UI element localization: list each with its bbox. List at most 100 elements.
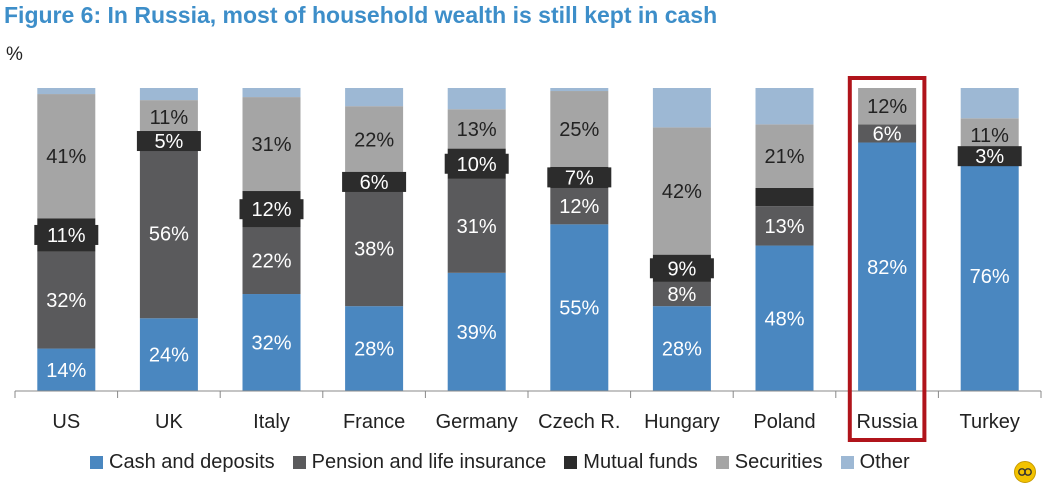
label-box-hungary-mutual-funds: [649, 258, 714, 279]
bar-segment-italy-other: [242, 88, 301, 98]
legend-swatch-pension-and-life-insurance: [292, 455, 306, 469]
legend-swatch-securities: [715, 455, 729, 469]
bar-segment-italy-cash-and-deposits: [242, 294, 301, 391]
data-label-uk-mutual-funds: 5%: [154, 131, 183, 153]
bar-segment-italy-securities: [242, 97, 301, 192]
data-label-france-pension-and-life-insurance: 38%: [354, 239, 394, 261]
data-label-italy-securities: 31%: [251, 134, 291, 156]
data-label-turkey-mutual-funds: 3%: [975, 146, 1004, 168]
data-label-us-pension-and-life-insurance: 32%: [46, 290, 86, 312]
data-label-us-cash-and-deposits: 14%: [46, 360, 86, 382]
legend-label-cash-and-deposits: Cash and deposits: [109, 450, 275, 473]
y-axis-label: %: [6, 44, 23, 65]
bar-segment-czech-r-other: [550, 88, 609, 92]
data-label-hungary-cash-and-deposits: 28%: [662, 339, 702, 361]
x-tick-label-italy: Italy: [253, 411, 290, 433]
data-label-russia-pension-and-life-insurance: 6%: [873, 123, 902, 145]
bar-segment-hungary-pension-and-life-insurance: [652, 281, 711, 307]
legend-item-securities: Securities: [715, 450, 823, 474]
bar-segment-france-other: [345, 88, 404, 107]
legend-swatch-cash-and-deposits: [90, 455, 103, 469]
bar-segment-poland-other: [755, 88, 814, 125]
x-tick-label-poland: Poland: [753, 411, 815, 433]
bar-segment-russia-securities: [858, 88, 917, 125]
bar-segment-france-securities: [345, 106, 404, 173]
data-label-uk-securities: 11%: [150, 107, 189, 129]
label-box-france-mutual-funds: [342, 171, 407, 192]
bar-segment-france-cash-and-deposits: [345, 306, 404, 391]
legend-item-other: Other: [840, 450, 910, 474]
x-tick-label-czech-r: Czech R.: [538, 411, 620, 433]
bar-segment-uk-other: [139, 88, 198, 101]
data-label-us-mutual-funds: 11%: [47, 225, 86, 247]
data-label-poland-securities: 21%: [764, 146, 804, 168]
data-label-russia-securities: 12%: [867, 96, 907, 118]
label-box-uk-mutual-funds: [136, 131, 201, 152]
bar-segment-poland-mutual-funds: [755, 187, 814, 207]
data-label-hungary-pension-and-life-insurance: 8%: [667, 284, 696, 306]
data-label-france-cash-and-deposits: 28%: [354, 339, 394, 361]
highlight-box-russia: [847, 76, 927, 442]
label-box-czech-r-mutual-funds: [547, 167, 612, 188]
legend-item-mutual-funds: Mutual funds: [564, 451, 698, 474]
highlight-layer: [847, 76, 927, 442]
bar-segment-hungary-other: [652, 88, 711, 128]
legend-item-cash-and-deposits: Cash and deposits: [90, 451, 275, 474]
bar-segment-us-securities: [37, 94, 96, 219]
legend-label-securities: Securities: [734, 450, 823, 473]
data-label-turkey-securities: 11%: [970, 125, 1009, 147]
data-label-italy-mutual-funds: 12%: [251, 199, 291, 221]
bar-segment-us-other: [37, 88, 96, 95]
bar-segment-us-pension-and-life-insurance: [37, 251, 96, 349]
bar-segment-uk-securities: [139, 100, 198, 134]
x-axis: US UK Italy France Germany Czech R. Hungary Pol…: [14, 390, 1042, 433]
label-box-italy-mutual-funds: [239, 199, 304, 220]
bar-segment-us-cash-and-deposits: [37, 348, 96, 391]
x-tick-label-france: France: [343, 411, 405, 433]
bar-segment-germany-securities: [447, 109, 506, 149]
bar-segment-germany-other: [447, 88, 506, 110]
bar-segment-czech-r-cash-and-deposits: [550, 224, 609, 391]
data-label-germany-cash-and-deposits: 39%: [457, 322, 497, 344]
bar-segment-poland-pension-and-life-insurance: [755, 206, 814, 246]
bar-segment-turkey-securities: [960, 118, 1019, 152]
label-box-germany-mutual-funds: [444, 153, 509, 174]
bar-segment-germany-pension-and-life-insurance: [447, 178, 506, 273]
legend-swatch-mutual-funds: [564, 455, 578, 469]
data-label-russia-cash-and-deposits: 82%: [867, 257, 907, 279]
bar-segment-poland-securities: [755, 124, 814, 188]
legend-label-pension-and-life-insurance: Pension and life insurance: [311, 450, 547, 473]
data-label-czech-r-cash-and-deposits: 55%: [559, 298, 599, 320]
data-label-poland-cash-and-deposits: 48%: [764, 308, 804, 330]
x-tick-label-russia: Russia: [857, 411, 919, 433]
label-box-us-mutual-funds: [34, 224, 99, 245]
data-label-uk-cash-and-deposits: 24%: [149, 345, 189, 367]
data-label-turkey-cash-and-deposits: 76%: [970, 266, 1010, 288]
data-label-italy-cash-and-deposits: 32%: [251, 333, 291, 355]
bar-segment-uk-cash-and-deposits: [139, 318, 198, 391]
bar-segment-hungary-cash-and-deposits: [652, 306, 711, 391]
data-label-czech-r-securities: 25%: [559, 119, 599, 141]
data-label-us-securities: 41%: [46, 146, 86, 168]
legend: Cash and deposits Pension and life insura…: [90, 449, 928, 475]
bar-segment-italy-pension-and-life-insurance: [242, 227, 301, 295]
data-label-france-mutual-funds: 6%: [360, 172, 389, 194]
data-label-germany-mutual-funds: 10%: [457, 154, 497, 176]
x-tick-label-germany: Germany: [436, 411, 518, 433]
legend-label-other: Other: [859, 450, 910, 473]
x-tick-label-us: US: [52, 411, 80, 433]
data-label-uk-pension-and-life-insurance: 56%: [149, 223, 189, 245]
label-box-turkey-mutual-funds: [957, 146, 1022, 167]
brand-logo-icon: [1014, 461, 1036, 483]
bar-segment-russia-pension-and-life-insurance: [858, 124, 917, 143]
x-tick-label-uk: UK: [155, 411, 183, 433]
data-label-germany-pension-and-life-insurance: 31%: [457, 216, 497, 238]
x-tick-label-hungary: Hungary: [644, 411, 720, 433]
legend-swatch-other: [840, 455, 854, 469]
legend-item-pension-and-life-insurance: Pension and life insurance: [292, 450, 547, 474]
x-tick-label-turkey: Turkey: [960, 411, 1020, 433]
data-label-hungary-securities: 42%: [662, 181, 702, 203]
bar-segment-france-pension-and-life-insurance: [345, 191, 404, 307]
bar-segment-uk-pension-and-life-insurance: [139, 148, 198, 319]
